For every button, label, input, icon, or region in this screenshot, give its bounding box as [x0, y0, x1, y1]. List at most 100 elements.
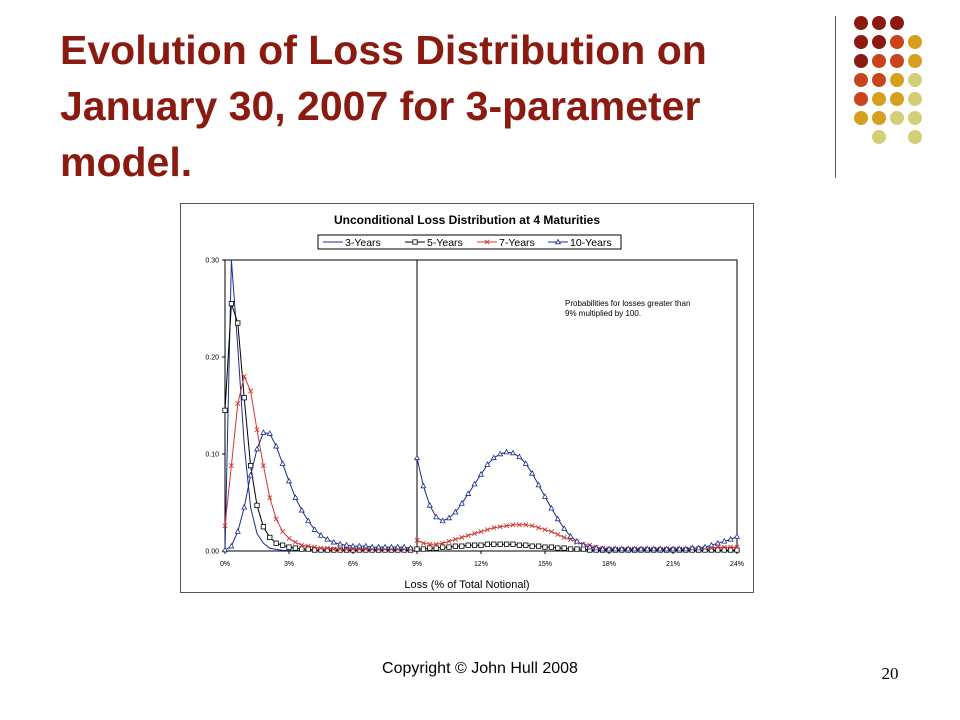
data-point: [349, 542, 357, 549]
data-point: [727, 535, 734, 542]
data-point: [491, 541, 497, 547]
data-point: [305, 546, 311, 552]
decorative-dot: [908, 54, 922, 68]
data-point: [279, 460, 286, 466]
data-point: [235, 401, 241, 407]
data-point: [254, 427, 260, 433]
data-point: [228, 542, 235, 549]
decorative-dot: [890, 16, 904, 30]
data-point: [522, 460, 529, 466]
data-point: [286, 535, 292, 541]
legend-label: 7-Years: [499, 237, 535, 249]
decorative-dot: [890, 54, 904, 68]
chart-annotation: Probabilities for losses greater than 9% …: [565, 299, 690, 318]
data-point: [260, 463, 266, 469]
data-point: [427, 541, 433, 547]
data-point: [509, 449, 517, 456]
data-point: [721, 547, 727, 553]
data-point: [689, 544, 696, 551]
data-point: [637, 545, 645, 552]
data-point: [267, 534, 273, 541]
data-point: [728, 544, 734, 550]
y-tick-label: 0.20: [205, 355, 219, 362]
data-point: [459, 534, 465, 540]
data-point: [561, 545, 567, 551]
data-point: [266, 430, 273, 436]
annotation-line: 9% multiplied by 100.: [565, 309, 641, 318]
data-point: [580, 541, 587, 548]
x-tick-label: 18%: [602, 561, 616, 568]
data-point: [510, 522, 516, 528]
data-point: [503, 541, 510, 547]
data-point: [465, 490, 472, 496]
data-point: [695, 544, 702, 551]
data-point: [433, 545, 439, 551]
data-point: [407, 544, 414, 551]
data-point: [503, 448, 510, 455]
data-point: [221, 546, 229, 553]
data-point: [343, 541, 350, 548]
data-point: [337, 540, 344, 547]
data-point: [631, 545, 638, 552]
data-point: [535, 543, 542, 549]
chart-frame: Unconditional Loss Distribution at 4 Mat…: [180, 203, 754, 593]
data-point: [420, 546, 426, 552]
data-point: [273, 540, 279, 546]
x-tick-label: 24%: [730, 561, 744, 568]
series-10-years: [221, 429, 741, 553]
data-point: [728, 547, 734, 553]
data-point: [542, 527, 548, 533]
decorative-dot: [872, 92, 886, 106]
data-point: [285, 477, 293, 484]
data-point: [465, 532, 471, 538]
data-point: [548, 504, 555, 511]
data-point: [574, 546, 580, 552]
data-point: [401, 543, 408, 550]
decorative-dot: [890, 111, 904, 125]
data-point: [529, 469, 536, 476]
data-point: [222, 523, 228, 529]
data-point: [452, 543, 459, 549]
data-point: [612, 545, 619, 552]
data-point: [548, 544, 555, 550]
data-point: [222, 407, 228, 413]
data-point: [414, 537, 420, 543]
decorative-dot: [872, 54, 886, 68]
data-point: [445, 514, 453, 521]
series-3-years: [224, 259, 405, 552]
data-point: [318, 545, 324, 551]
data-point: [599, 545, 606, 552]
data-point: [644, 545, 651, 552]
data-point: [504, 523, 510, 529]
x-tick-label: 0%: [220, 561, 230, 568]
data-point: [331, 547, 337, 553]
data-point: [286, 544, 292, 550]
data-point: [721, 544, 727, 550]
data-point: [478, 529, 484, 535]
data-point: [292, 539, 298, 545]
data-point: [548, 529, 554, 535]
data-point: [715, 544, 721, 550]
data-point: [394, 543, 401, 550]
data-point: [427, 545, 433, 551]
series-5-years: [222, 301, 740, 553]
x-tick-label: 21%: [666, 561, 680, 568]
data-point: [523, 522, 529, 528]
data-point: [714, 539, 721, 546]
legend-label: 10-Years: [570, 237, 612, 249]
series-line: [416, 451, 738, 550]
decorative-dot: [854, 111, 868, 125]
data-point: [484, 461, 491, 467]
decorative-dot: [908, 92, 922, 106]
legend-marker: [484, 239, 490, 245]
data-point: [593, 544, 600, 551]
data-point: [280, 529, 286, 535]
y-tick-label: 0.30: [205, 258, 219, 265]
data-point: [317, 532, 325, 538]
data-point: [260, 429, 267, 435]
data-point: [292, 545, 298, 551]
data-point: [535, 481, 542, 488]
data-point: [420, 540, 426, 546]
data-point: [734, 547, 740, 553]
data-point: [497, 450, 504, 457]
